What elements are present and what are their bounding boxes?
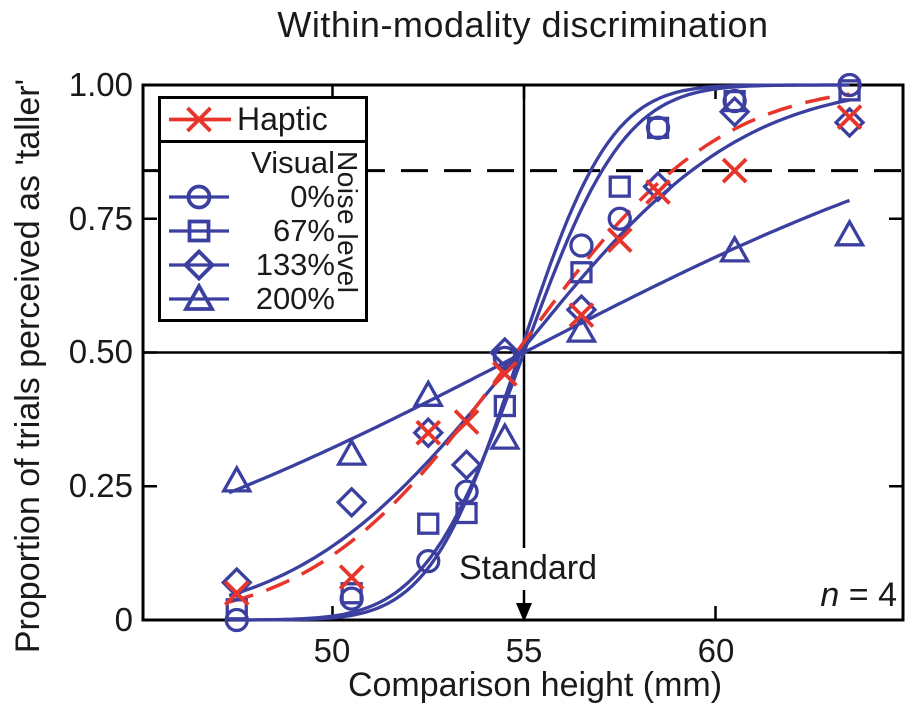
square-marker bbox=[646, 116, 670, 139]
square-marker bbox=[417, 512, 440, 535]
fit-curve-square bbox=[229, 83, 850, 622]
y-tick-label-0.75: 0.75 bbox=[68, 200, 133, 237]
legend-noise-axis-label: Noise level bbox=[332, 151, 363, 294]
diamond-marker bbox=[833, 106, 866, 139]
legend-haptic-row: Haptic bbox=[161, 99, 365, 143]
triangle-marker bbox=[335, 437, 368, 466]
circle-marker bbox=[645, 115, 671, 140]
fit-curve-diamond bbox=[228, 98, 850, 598]
x-marker bbox=[453, 409, 480, 435]
legend-visual-header: Visual bbox=[251, 145, 335, 180]
x-marker bbox=[223, 580, 250, 607]
diamond-marker bbox=[489, 336, 521, 369]
x-marker bbox=[338, 564, 365, 591]
x-axis-label: Comparison height (mm) bbox=[347, 666, 723, 704]
circle-marker bbox=[492, 345, 518, 371]
y-tick-label-0.25: 0.25 bbox=[68, 467, 133, 504]
legend-visual-section: Visual 0% 67% 133% 200% Noise level bbox=[161, 143, 365, 319]
square-marker bbox=[455, 501, 478, 525]
legend-box: Haptic Visual 0% 67% 133% 200% Noise lev… bbox=[158, 96, 368, 322]
x-tick-label-50: 50 bbox=[313, 632, 351, 669]
circle-marker-icon bbox=[169, 184, 229, 210]
diamond-marker bbox=[335, 486, 368, 519]
x-marker bbox=[645, 179, 671, 205]
triangle-marker bbox=[833, 218, 866, 247]
triangle-marker bbox=[489, 421, 521, 450]
standard-annotation: Standard bbox=[459, 549, 597, 587]
triangle-marker bbox=[220, 464, 253, 493]
x-tick-label-60: 60 bbox=[697, 632, 735, 669]
square-marker bbox=[225, 598, 248, 621]
circle-marker bbox=[607, 206, 632, 231]
sample-size-annotation: n = 4 bbox=[820, 576, 897, 615]
fit-curve-haptic bbox=[228, 92, 850, 604]
legend-row-200pct: 200% bbox=[161, 283, 365, 315]
triangle-marker bbox=[182, 283, 216, 311]
legend-label-200pct: 200% bbox=[255, 281, 335, 316]
diamond-marker-icon bbox=[169, 249, 229, 281]
square-marker bbox=[187, 219, 211, 243]
circle-marker bbox=[339, 586, 364, 611]
y-tick-label-0.50: 0.50 bbox=[68, 333, 133, 370]
x-marker bbox=[415, 419, 442, 446]
x-marker bbox=[186, 106, 212, 133]
n-symbol: n bbox=[820, 576, 840, 614]
square-marker bbox=[493, 394, 517, 418]
legend-label-67pct: 67% bbox=[272, 213, 335, 248]
diamond-marker bbox=[220, 566, 253, 599]
circle-marker bbox=[722, 88, 747, 114]
legend-label-0pct: 0% bbox=[290, 179, 335, 214]
diamond-marker bbox=[412, 416, 445, 449]
x-marker bbox=[721, 157, 748, 184]
legend-label-133pct: 133% bbox=[255, 247, 335, 282]
circle-marker bbox=[416, 549, 441, 574]
circle-marker bbox=[186, 184, 212, 210]
circle-marker bbox=[569, 233, 594, 258]
square-marker bbox=[723, 89, 746, 113]
square-marker bbox=[340, 582, 363, 605]
triangle-marker bbox=[718, 234, 751, 263]
square-marker-icon bbox=[169, 219, 229, 243]
chart-title: Within-modality discrimination bbox=[277, 4, 769, 45]
square-marker bbox=[838, 79, 861, 102]
diamond-marker bbox=[642, 170, 674, 203]
triangle-marker bbox=[412, 378, 445, 407]
diamond-marker bbox=[450, 449, 483, 481]
x-marker bbox=[568, 302, 595, 328]
square-marker bbox=[570, 261, 593, 284]
legend-haptic-label: Haptic bbox=[237, 101, 328, 137]
axes-frame bbox=[141, 83, 905, 622]
fit-curve-triangle bbox=[228, 198, 851, 495]
diamond-marker bbox=[718, 95, 751, 128]
square-marker bbox=[608, 175, 631, 198]
legend-row-0pct: 0% bbox=[161, 181, 365, 213]
triangle-marker-icon bbox=[169, 283, 229, 311]
y-tick-label-1.00: 1.00 bbox=[68, 66, 133, 103]
legend-row-67pct: 67% bbox=[161, 215, 365, 247]
haptic-x-marker-icon bbox=[169, 106, 231, 133]
x-tick-label-55: 55 bbox=[505, 632, 543, 669]
x-marker bbox=[492, 361, 518, 387]
x-marker bbox=[836, 104, 863, 130]
n-value: = 4 bbox=[839, 576, 897, 614]
legend-row-133pct: 133% bbox=[161, 249, 365, 281]
x-marker bbox=[606, 227, 633, 253]
diamond-marker bbox=[182, 249, 216, 281]
triangle-marker bbox=[565, 314, 598, 343]
y-tick-label-0: 0 bbox=[114, 601, 133, 638]
